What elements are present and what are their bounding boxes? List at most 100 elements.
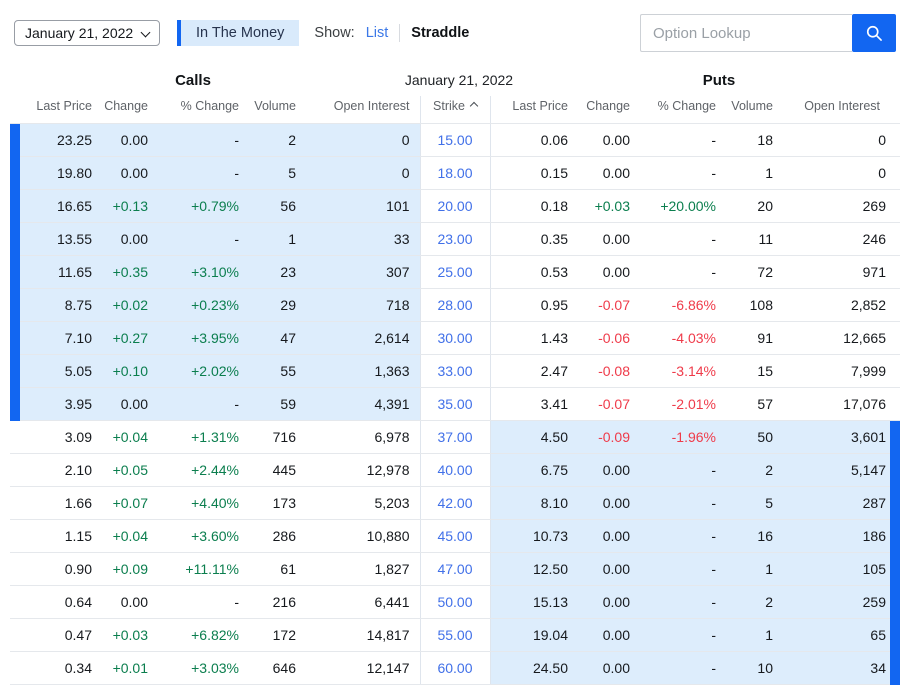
expiration-date-select[interactable]: January 21, 2022 xyxy=(14,20,160,46)
call-volume: 445 xyxy=(249,453,306,487)
put-change: 0.00 xyxy=(578,453,640,487)
strike-link[interactable]: 20.00 xyxy=(437,197,473,214)
put-volume: 108 xyxy=(726,288,783,322)
table-row: 2.10 +0.05 +2.44% 445 12,978 40.00 6.75 0.00-2 5… xyxy=(10,453,900,487)
call-pct-change: +2.44% xyxy=(158,453,249,487)
strike-header-label: Strike xyxy=(433,99,465,114)
call-pct-change: - xyxy=(158,123,249,157)
call-last-price: 0.34 xyxy=(20,651,102,685)
itm-indicator-right xyxy=(890,618,900,652)
strike-cell: 40.00 xyxy=(419,453,491,487)
put-last-price: 0.35 xyxy=(490,222,578,256)
option-lookup-search-button[interactable] xyxy=(852,14,896,52)
strike-link[interactable]: 40.00 xyxy=(437,461,473,478)
strike-sort-header[interactable]: Strike xyxy=(419,96,491,124)
puts-title: Puts xyxy=(702,72,736,89)
table-row: 7.10 +0.27 +3.95% 47 2,614 30.00 1.43 -0.06 -4.0… xyxy=(10,321,900,355)
call-last-price: 5.05 xyxy=(20,354,102,388)
itm-indicator-left xyxy=(10,519,20,553)
put-open-interest: 65 xyxy=(783,618,890,652)
strike-link[interactable]: 28.00 xyxy=(437,296,473,313)
put-change: 0.00 xyxy=(578,618,640,652)
call-last-price: 0.90 xyxy=(20,552,102,586)
put-change: -0.07 xyxy=(578,387,640,421)
put-pct-change: - xyxy=(640,486,726,520)
in-the-money-filter[interactable]: In The Money xyxy=(177,20,300,46)
call-change: +0.05 xyxy=(102,453,158,487)
put-change: 0.00 xyxy=(578,519,640,553)
call-change: +0.27 xyxy=(102,321,158,355)
table-row: 19.80 0.00-5 0 18.00 0.15 0.00-1 0 xyxy=(10,156,900,190)
itm-indicator-right xyxy=(890,354,900,388)
call-volume: 29 xyxy=(249,288,306,322)
strike-link[interactable]: 60.00 xyxy=(437,659,473,676)
call-open-interest: 1,827 xyxy=(306,552,420,586)
call-volume: 23 xyxy=(249,255,306,289)
call-open-interest: 2,614 xyxy=(306,321,420,355)
sort-ascending-icon xyxy=(469,102,479,111)
itm-indicator-right xyxy=(890,519,900,553)
strike-link[interactable]: 23.00 xyxy=(437,230,473,247)
strike-link[interactable]: 35.00 xyxy=(437,395,473,412)
strike-link[interactable]: 18.00 xyxy=(437,164,473,181)
strike-link[interactable]: 37.00 xyxy=(437,428,473,445)
call-volume-header: Volume xyxy=(249,96,306,124)
put-open-interest: 34 xyxy=(783,651,890,685)
itm-indicator-left xyxy=(10,420,20,454)
put-volume: 16 xyxy=(726,519,783,553)
put-pct-change: - xyxy=(640,222,726,256)
view-straddle-toggle[interactable]: Straddle xyxy=(411,25,470,41)
search-icon xyxy=(864,23,884,43)
itm-indicator-right xyxy=(890,486,900,520)
call-volume: 59 xyxy=(249,387,306,421)
view-switcher: Show: List Straddle xyxy=(314,24,469,42)
strike-cell: 50.00 xyxy=(419,585,491,619)
call-volume: 56 xyxy=(249,189,306,223)
put-change: +0.03 xyxy=(578,189,640,223)
put-volume: 10 xyxy=(726,651,783,685)
call-change: 0.00 xyxy=(102,585,158,619)
put-open-interest: 5,147 xyxy=(783,453,890,487)
strike-cell: 20.00 xyxy=(419,189,491,223)
strike-link[interactable]: 15.00 xyxy=(437,131,473,148)
strike-link[interactable]: 50.00 xyxy=(437,593,473,610)
header-right-gutter xyxy=(890,96,900,124)
table-row: 3.09 +0.04 +1.31% 716 6,978 37.00 4.50 -0.09 -1.… xyxy=(10,420,900,454)
call-last-price: 3.09 xyxy=(20,420,102,454)
strike-link[interactable]: 45.00 xyxy=(437,527,473,544)
put-volume: 57 xyxy=(726,387,783,421)
itm-indicator-right xyxy=(890,453,900,487)
call-pct-change: +1.31% xyxy=(158,420,249,454)
put-pct-change: - xyxy=(640,255,726,289)
strike-link[interactable]: 55.00 xyxy=(437,626,473,643)
put-volume: 2 xyxy=(726,453,783,487)
put-change: 0.00 xyxy=(578,585,640,619)
put-last-price: 4.50 xyxy=(490,420,578,454)
call-pct-change: +0.23% xyxy=(158,288,249,322)
call-volume: 47 xyxy=(249,321,306,355)
itm-indicator-right xyxy=(890,321,900,355)
call-pct-change: +3.10% xyxy=(158,255,249,289)
view-list-link[interactable]: List xyxy=(365,25,389,41)
itm-indicator-left xyxy=(10,552,20,586)
strike-link[interactable]: 30.00 xyxy=(437,329,473,346)
toolbar: January 21, 2022 In The Money Show: List… xyxy=(0,0,910,52)
view-divider xyxy=(399,24,401,42)
put-pct-change: - xyxy=(640,156,726,190)
call-open-interest: 6,441 xyxy=(306,585,420,619)
call-volume: 173 xyxy=(249,486,306,520)
put-change: 0.00 xyxy=(578,222,640,256)
strike-link[interactable]: 25.00 xyxy=(437,263,473,280)
strike-link[interactable]: 47.00 xyxy=(437,560,473,577)
call-volume: 1 xyxy=(249,222,306,256)
strike-link[interactable]: 33.00 xyxy=(437,362,473,379)
option-lookup-input[interactable] xyxy=(640,14,852,52)
call-last-price: 16.65 xyxy=(20,189,102,223)
calls-title: Calls xyxy=(175,72,211,89)
itm-indicator-left xyxy=(10,156,20,190)
strike-link[interactable]: 42.00 xyxy=(437,494,473,511)
call-change: +0.03 xyxy=(102,618,158,652)
call-open-interest: 33 xyxy=(306,222,420,256)
put-last-price: 0.53 xyxy=(490,255,578,289)
call-last-price: 23.25 xyxy=(20,123,102,157)
